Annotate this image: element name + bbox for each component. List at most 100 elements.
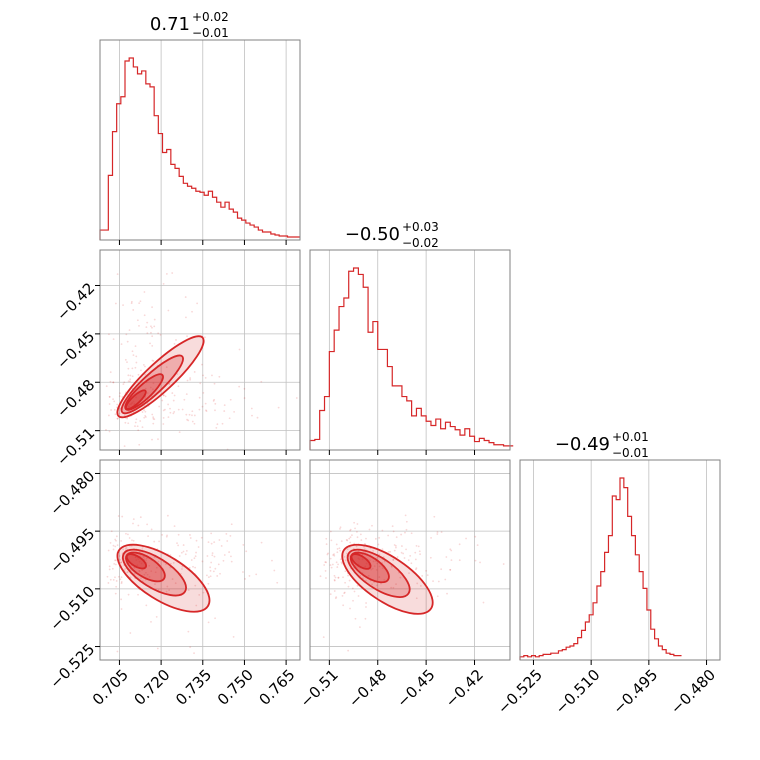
scatter-point-2-131 bbox=[349, 528, 352, 531]
scatter-point-1-4 bbox=[133, 566, 136, 569]
scatter-point-2-58 bbox=[390, 586, 393, 589]
scatter-point-2-81 bbox=[346, 548, 349, 550]
scatter-point-2-186 bbox=[342, 576, 344, 579]
scatter-point-0-152 bbox=[144, 396, 146, 399]
scatter-point-0-182 bbox=[114, 413, 117, 416]
scatter-point-0-153 bbox=[136, 425, 139, 428]
scatter-point-1-96 bbox=[197, 546, 200, 548]
scatter-point-1-88 bbox=[195, 604, 198, 607]
title-median-2: −0.49 bbox=[555, 434, 610, 455]
xtick-label-1-0: −0.51 bbox=[297, 666, 342, 711]
scatter-point-2-122 bbox=[368, 528, 371, 531]
panel-title-1: −0.50 +0.03 −0.02 bbox=[345, 220, 439, 250]
scatter-point-2-226 bbox=[349, 607, 351, 610]
scatter-point-0-165 bbox=[204, 377, 207, 379]
scatter-point-0-234 bbox=[193, 371, 196, 373]
scatter-point-0-131 bbox=[144, 414, 147, 417]
scatter-point-1-209 bbox=[146, 573, 149, 576]
scatter-point-0-135 bbox=[202, 391, 205, 394]
scatter-point-0-31 bbox=[127, 405, 130, 408]
scatter-point-2-102 bbox=[390, 565, 393, 568]
hist-frame-1 bbox=[309, 249, 511, 451]
scatter-point-2-57 bbox=[458, 559, 461, 562]
scatter-point-1-193 bbox=[217, 563, 220, 566]
scatter-point-2-156 bbox=[445, 556, 448, 558]
scatter-point-1-79 bbox=[137, 524, 140, 527]
scatter-point-0-77 bbox=[157, 438, 159, 441]
scatter-point-1-227 bbox=[201, 560, 204, 563]
scatter-point-0-103 bbox=[205, 409, 207, 412]
scatter-point-1-90 bbox=[173, 525, 176, 528]
scatter-point-0-100 bbox=[113, 408, 116, 411]
scatter-point-2-166 bbox=[367, 574, 370, 577]
title-median-0: 0.71 bbox=[150, 14, 190, 35]
scatter-point-1-178 bbox=[181, 568, 183, 570]
scatter-point-2-195 bbox=[376, 562, 379, 565]
scatter-point-0-248 bbox=[181, 408, 184, 411]
scatter-point-2-133 bbox=[458, 543, 461, 546]
scatter-point-0-187 bbox=[132, 309, 135, 311]
scatter-point-1-30 bbox=[117, 515, 120, 517]
scatter-point-1-13 bbox=[148, 575, 151, 578]
title-plus-0: +0.02 bbox=[192, 10, 229, 24]
scatter-point-1-221 bbox=[115, 585, 118, 588]
scatter-point-0-257 bbox=[169, 411, 172, 414]
scatter-point-1-186 bbox=[255, 573, 258, 576]
scatter-point-1-2 bbox=[120, 561, 123, 564]
scatter-point-0-79 bbox=[151, 335, 154, 338]
xtick-label-0-4: 0.765 bbox=[255, 666, 298, 709]
scatter-point-0-155 bbox=[173, 394, 176, 397]
scatter-point-1-146 bbox=[138, 569, 141, 572]
scatter-point-0-3 bbox=[143, 291, 146, 293]
scatter-point-1-159 bbox=[114, 545, 117, 548]
scatter-point-2-202 bbox=[377, 543, 380, 546]
scatter-point-2-46 bbox=[368, 559, 371, 562]
scatter-point-0-51 bbox=[145, 416, 147, 418]
scatter-point-1-66 bbox=[211, 554, 214, 557]
scatter-point-1-73 bbox=[229, 534, 232, 537]
scatter-point-2-179 bbox=[415, 545, 418, 547]
scatter-point-0-59 bbox=[238, 385, 241, 388]
scatter-point-1-249 bbox=[214, 567, 217, 570]
scatter-point-0-232 bbox=[124, 358, 127, 361]
scatter-point-1-171 bbox=[142, 556, 145, 558]
scatter-point-1-137 bbox=[145, 557, 148, 560]
scatter-point-0-231 bbox=[173, 410, 176, 413]
contours-0 bbox=[116, 335, 205, 419]
scatter-point-2-151 bbox=[340, 540, 343, 543]
scatter-point-1-105 bbox=[140, 562, 143, 565]
scatter-point-0-17 bbox=[149, 342, 151, 345]
scatter-point-0-124 bbox=[151, 413, 154, 416]
scatter-point-2-158 bbox=[436, 533, 439, 535]
scatter-point-0-142 bbox=[135, 361, 138, 364]
ytick-label-2-3: −0.480 bbox=[46, 467, 98, 519]
scatter-point-0-168 bbox=[112, 398, 114, 401]
scatter-point-1-256 bbox=[154, 571, 157, 574]
scatter-point-0-174 bbox=[108, 414, 110, 417]
scatter-point-0-20 bbox=[152, 388, 154, 391]
scatter-point-0-80 bbox=[153, 318, 156, 321]
scatter-point-0-63 bbox=[134, 345, 137, 348]
scatter-point-0-188 bbox=[185, 413, 188, 416]
scatter-point-2-82 bbox=[402, 552, 405, 555]
scatter-point-2-22 bbox=[347, 649, 350, 652]
scatter-point-0-208 bbox=[196, 302, 199, 305]
scatter-point-2-104 bbox=[414, 558, 417, 561]
scatter-point-2-168 bbox=[400, 533, 403, 536]
scatter-point-2-181 bbox=[354, 527, 356, 530]
scatter-point-0-189 bbox=[143, 314, 146, 317]
scatter-point-2-89 bbox=[429, 556, 432, 559]
scatter-point-0-25 bbox=[113, 400, 116, 403]
scatter-point-1-89 bbox=[214, 617, 216, 620]
scatter-point-0-226 bbox=[177, 408, 180, 411]
scatter-point-1-183 bbox=[244, 578, 246, 580]
contour-1-3 bbox=[125, 553, 148, 570]
scatter-point-0-58 bbox=[131, 367, 134, 370]
scatter-point-0-38 bbox=[151, 306, 153, 309]
scatter-point-0-147 bbox=[127, 367, 130, 370]
scatter-point-0-74 bbox=[175, 339, 177, 341]
scatter-point-2-35 bbox=[378, 576, 381, 578]
scatter-point-2-188 bbox=[344, 570, 347, 573]
scatter-point-2-145 bbox=[319, 575, 322, 578]
scatter-point-1-36 bbox=[182, 544, 185, 546]
